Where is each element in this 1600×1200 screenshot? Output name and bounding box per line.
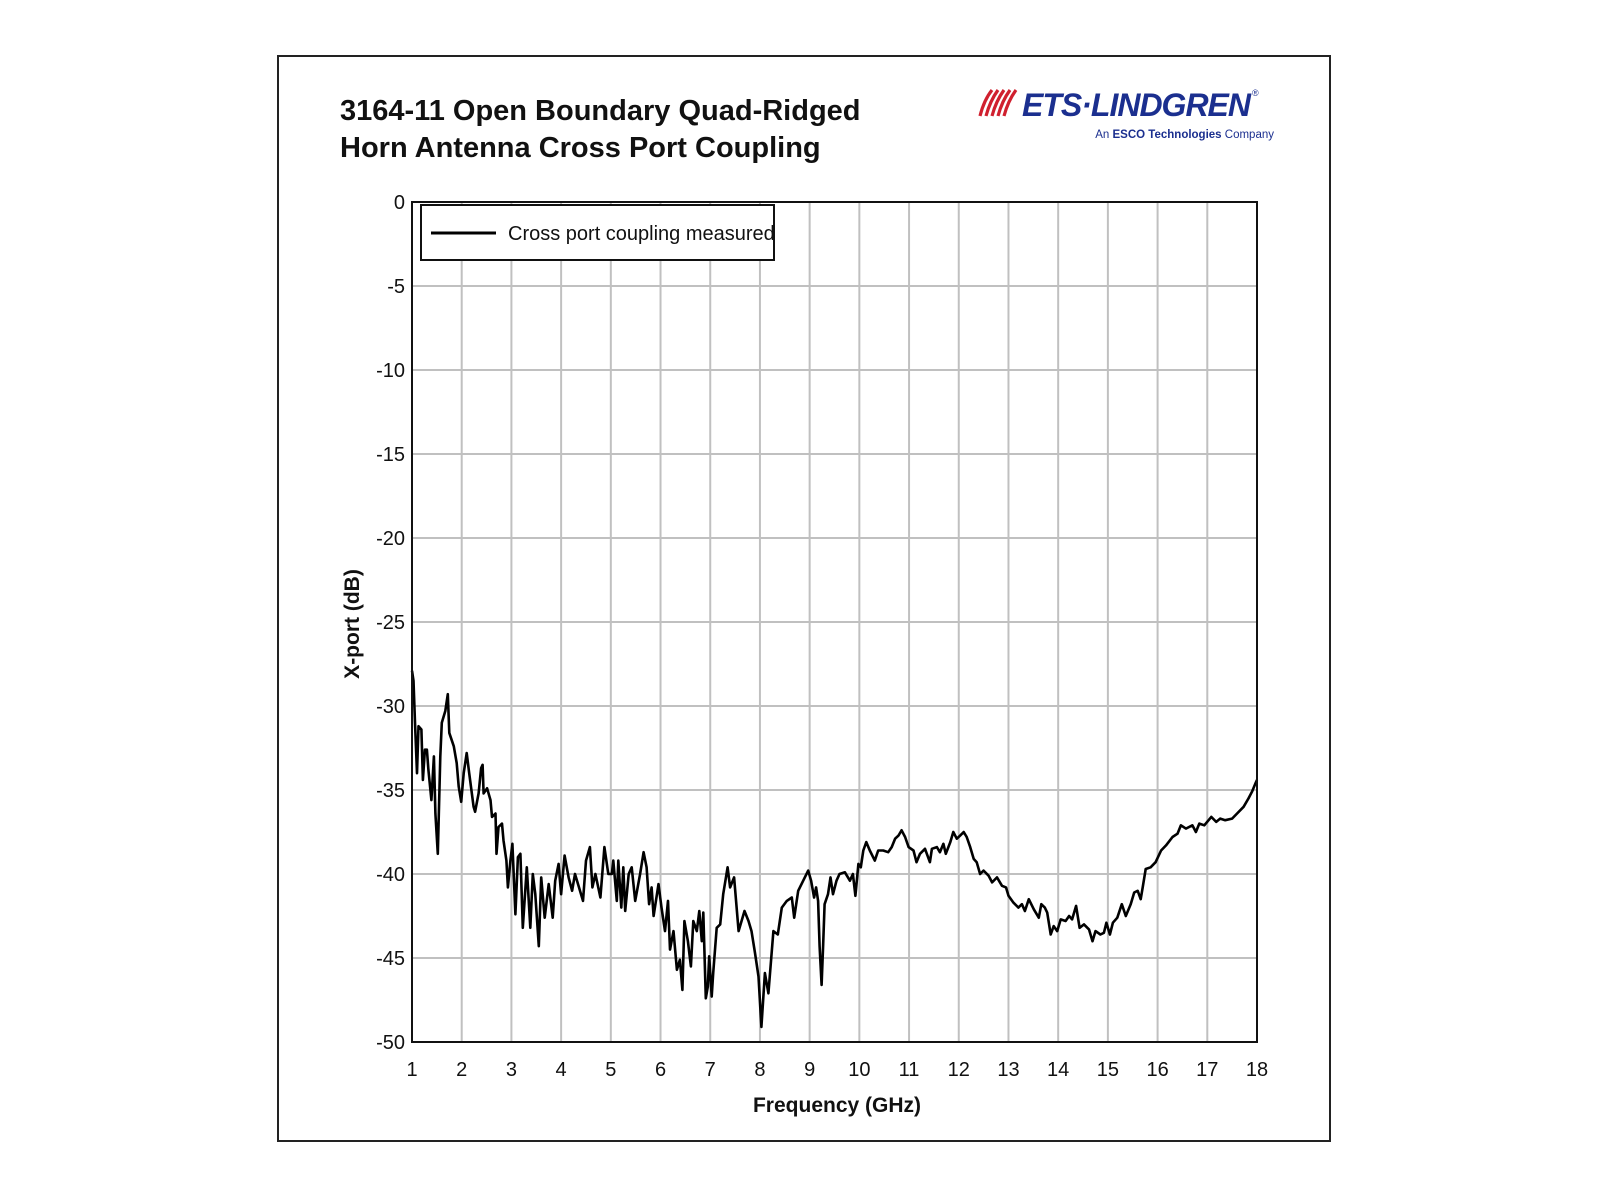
x-tick-label: 12 xyxy=(948,1059,970,1081)
ets-lindgren-logo: ETS·LINDGREN ® An ESCO Technologies Comp… xyxy=(978,86,1298,146)
chart-title-line2: Horn Antenna Cross Port Coupling xyxy=(340,132,821,164)
x-tick-label: 7 xyxy=(705,1059,716,1081)
x-tick-label: 8 xyxy=(754,1059,765,1081)
logo-row: ETS·LINDGREN ® xyxy=(978,86,1259,124)
x-tick-label: 1 xyxy=(406,1059,417,1081)
x-tick-label: 11 xyxy=(899,1059,920,1081)
registered-mark: ® xyxy=(1252,88,1259,98)
x-tick-label: 2 xyxy=(456,1059,467,1081)
y-tick-label: -35 xyxy=(376,780,405,802)
logo-sub-bold: ESCO Technologies xyxy=(1112,129,1222,141)
y-tick-label: -50 xyxy=(376,1032,405,1054)
y-axis-title: X-port (dB) xyxy=(341,569,364,679)
x-axis-title: Frequency (GHz) xyxy=(753,1094,921,1117)
x-tick-label: 16 xyxy=(1146,1059,1168,1081)
series-line-cross-port-coupling xyxy=(410,670,1259,1029)
x-tick-label: 5 xyxy=(605,1059,616,1081)
y-tick-label: -30 xyxy=(376,696,405,718)
x-tick-label: 15 xyxy=(1097,1059,1119,1081)
x-tick-label: 13 xyxy=(997,1059,1019,1081)
x-tick-labels: 1 2 3 4 5 6 7 8 9 10 11 12 13 14 15 16 17 18 xyxy=(406,1059,1268,1081)
x-tick-label: 10 xyxy=(848,1059,870,1081)
x-tick-label: 9 xyxy=(804,1059,815,1081)
y-tick-labels: 0 -5 -10 -15 -20 -25 -30 -35 -40 -45 -50 xyxy=(376,192,405,1054)
y-tick-label: -45 xyxy=(376,948,405,970)
logo-subtitle: An ESCO Technologies Company xyxy=(1095,128,1274,142)
legend-label: Cross port coupling measured xyxy=(508,223,775,245)
y-tick-label: -5 xyxy=(387,276,405,298)
y-tick-label: -15 xyxy=(376,444,405,466)
y-tick-label: -20 xyxy=(376,528,405,550)
chart-title-line1: 3164-11 Open Boundary Quad-Ridged xyxy=(340,95,861,127)
x-tick-label: 14 xyxy=(1047,1059,1069,1081)
logo-text: ETS·LINDGREN xyxy=(1022,87,1251,123)
x-tick-label: 4 xyxy=(556,1059,567,1081)
signal-waves-icon xyxy=(978,89,1018,117)
y-tick-label: -40 xyxy=(376,864,405,886)
logo-sub-prefix: An xyxy=(1095,129,1113,141)
x-tick-label: 18 xyxy=(1246,1059,1268,1081)
logo-sub-suffix: Company xyxy=(1221,129,1274,141)
y-tick-label: -25 xyxy=(376,612,405,634)
legend: Cross port coupling measured xyxy=(420,204,775,261)
x-tick-label: 6 xyxy=(655,1059,666,1081)
y-tick-label: -10 xyxy=(376,360,405,382)
x-tick-label: 3 xyxy=(506,1059,517,1081)
x-tick-label: 17 xyxy=(1196,1059,1218,1081)
chart-frame xyxy=(277,55,1331,1142)
plot-border xyxy=(411,201,1258,1043)
y-tick-label: 0 xyxy=(394,192,405,214)
